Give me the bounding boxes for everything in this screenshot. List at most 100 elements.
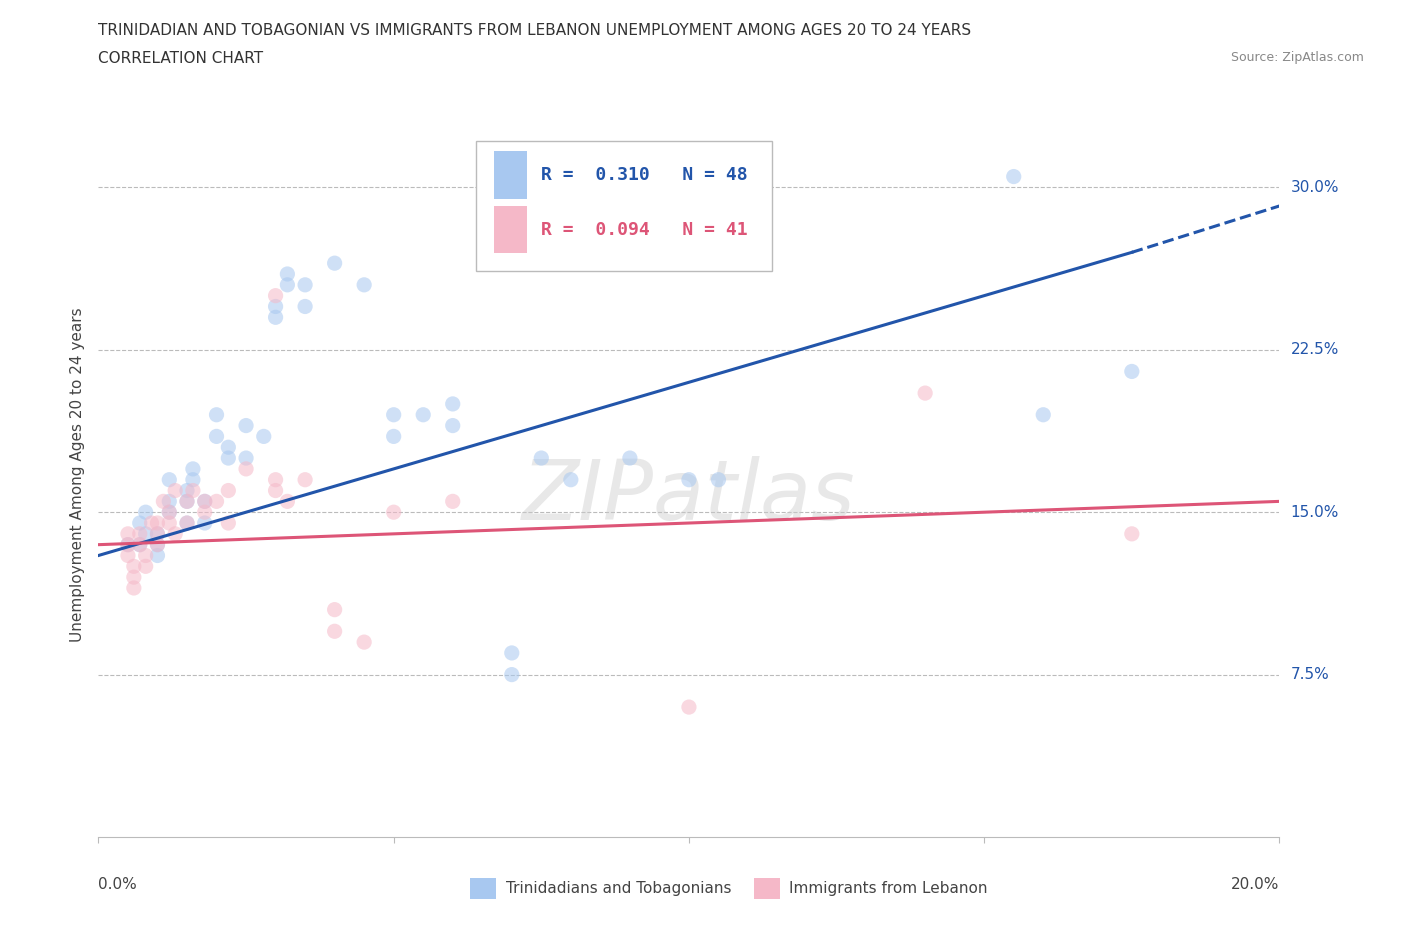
Point — [235, 451, 257, 466]
Point — [141, 515, 163, 530]
Text: Source: ZipAtlas.com: Source: ZipAtlas.com — [1230, 51, 1364, 64]
Point — [353, 634, 375, 649]
Point — [165, 483, 187, 498]
Point — [146, 548, 169, 563]
Point — [194, 505, 217, 520]
Point — [117, 526, 139, 541]
Point — [117, 548, 139, 563]
Point — [253, 429, 276, 444]
Point — [530, 451, 553, 466]
Point — [128, 538, 150, 552]
Point — [323, 624, 346, 639]
Text: 30.0%: 30.0% — [1291, 179, 1339, 195]
Point — [152, 494, 174, 509]
Point — [146, 538, 169, 552]
Point — [264, 299, 287, 314]
Point — [146, 538, 169, 552]
Text: 15.0%: 15.0% — [1291, 505, 1339, 520]
Point — [135, 548, 157, 563]
Point — [382, 505, 405, 520]
Bar — [494, 206, 527, 253]
Bar — [494, 152, 527, 199]
Point — [128, 515, 150, 530]
Bar — [754, 878, 780, 898]
Point — [157, 494, 180, 509]
Point — [264, 483, 287, 498]
Point — [235, 418, 257, 433]
Point — [176, 494, 198, 509]
Point — [678, 699, 700, 714]
Point — [217, 440, 239, 455]
Point — [1032, 407, 1054, 422]
Point — [382, 407, 405, 422]
Text: Immigrants from Lebanon: Immigrants from Lebanon — [789, 881, 988, 896]
Point — [264, 288, 287, 303]
Point — [276, 267, 298, 282]
Text: 7.5%: 7.5% — [1291, 667, 1329, 682]
Point — [157, 505, 180, 520]
Point — [205, 494, 228, 509]
Text: 0.0%: 0.0% — [98, 877, 138, 892]
Point — [264, 472, 287, 487]
Point — [176, 494, 198, 509]
Point — [217, 451, 239, 466]
Point — [194, 515, 217, 530]
Text: Trinidadians and Tobagonians: Trinidadians and Tobagonians — [506, 881, 731, 896]
Text: 20.0%: 20.0% — [1232, 877, 1279, 892]
Point — [194, 494, 217, 509]
Point — [181, 483, 204, 498]
Point — [135, 559, 157, 574]
Point — [205, 407, 228, 422]
Point — [122, 580, 145, 595]
Point — [1121, 526, 1143, 541]
Point — [1121, 364, 1143, 379]
Text: CORRELATION CHART: CORRELATION CHART — [98, 51, 263, 66]
Point — [135, 526, 157, 541]
Point — [276, 494, 298, 509]
Point — [294, 299, 316, 314]
Point — [276, 277, 298, 292]
Point — [176, 483, 198, 498]
Point — [501, 667, 523, 682]
Text: R =  0.094   N = 41: R = 0.094 N = 41 — [541, 220, 748, 239]
Point — [135, 505, 157, 520]
Point — [194, 494, 217, 509]
Point — [146, 526, 169, 541]
Point — [560, 472, 582, 487]
Point — [323, 603, 346, 618]
Point — [122, 570, 145, 585]
Point — [382, 429, 405, 444]
Point — [181, 461, 204, 476]
Point — [165, 526, 187, 541]
Point — [353, 277, 375, 292]
Point — [914, 386, 936, 401]
Point — [501, 645, 523, 660]
Bar — [471, 878, 496, 898]
Point — [146, 515, 169, 530]
Point — [441, 494, 464, 509]
Point — [441, 396, 464, 411]
Point — [117, 538, 139, 552]
Point — [146, 526, 169, 541]
Point — [181, 472, 204, 487]
Point — [157, 515, 180, 530]
Point — [217, 515, 239, 530]
Point — [1002, 169, 1025, 184]
Point — [294, 277, 316, 292]
Point — [176, 515, 198, 530]
Text: TRINIDADIAN AND TOBAGONIAN VS IMMIGRANTS FROM LEBANON UNEMPLOYMENT AMONG AGES 20: TRINIDADIAN AND TOBAGONIAN VS IMMIGRANTS… — [98, 23, 972, 38]
Point — [412, 407, 434, 422]
Point — [217, 483, 239, 498]
Point — [122, 559, 145, 574]
Point — [176, 515, 198, 530]
Y-axis label: Unemployment Among Ages 20 to 24 years: Unemployment Among Ages 20 to 24 years — [69, 307, 84, 642]
Point — [678, 472, 700, 487]
Point — [157, 472, 180, 487]
FancyBboxPatch shape — [477, 140, 772, 272]
Point — [205, 429, 228, 444]
Point — [441, 418, 464, 433]
Point — [323, 256, 346, 271]
Point — [264, 310, 287, 325]
Text: R =  0.310   N = 48: R = 0.310 N = 48 — [541, 166, 748, 184]
Text: 22.5%: 22.5% — [1291, 342, 1339, 357]
